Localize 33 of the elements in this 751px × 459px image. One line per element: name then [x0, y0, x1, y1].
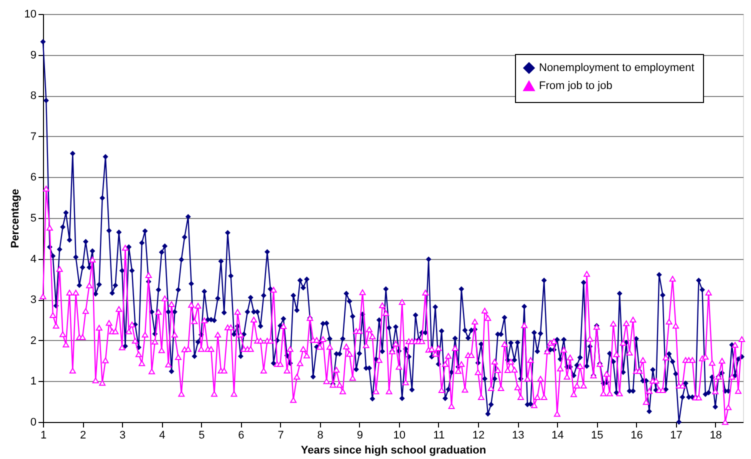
- x-tick-label: 7: [278, 430, 284, 442]
- x-tick-label: 2: [80, 430, 86, 442]
- x-tick-label: 14: [552, 430, 564, 442]
- y-tick-label: 2: [30, 334, 36, 347]
- x-tick-label: 10: [393, 430, 406, 442]
- x-tick-label: 3: [120, 430, 126, 442]
- x-tick-label: 17: [670, 430, 682, 442]
- legend-label: Nonemployment to employment: [539, 62, 694, 74]
- y-axis-title: Percentage: [9, 188, 22, 248]
- x-tick-label: 16: [630, 430, 643, 442]
- x-tick-label: 5: [198, 430, 205, 442]
- x-tick-label: 1: [40, 430, 47, 442]
- y-tick-label: 9: [30, 49, 36, 62]
- x-tick-label: 4: [159, 430, 166, 442]
- y-tick-label: 6: [30, 172, 36, 184]
- x-tick-label: 13: [512, 430, 524, 442]
- y-tick-label: 5: [30, 212, 36, 224]
- x-axis-title: Years since high school graduation: [300, 444, 486, 456]
- x-tick-label: 8: [317, 430, 324, 442]
- y-tick-label: 1: [30, 376, 36, 388]
- y-tick-label: 8: [30, 90, 36, 102]
- y-tick-label: 7: [30, 130, 36, 143]
- x-tick-label: 12: [472, 430, 485, 442]
- x-tick-label: 11: [433, 430, 445, 442]
- legend-label: From job to job: [539, 80, 612, 92]
- x-tick-label: 6: [238, 430, 244, 442]
- x-tick-label: 15: [591, 430, 604, 442]
- y-tick-label: 0: [30, 416, 36, 428]
- x-tick-label: 9: [356, 430, 363, 442]
- y-tick-label: 10: [24, 8, 36, 20]
- y-tick-label: 4: [30, 253, 36, 266]
- y-tick-label: 3: [30, 294, 36, 306]
- x-tick-label: 18: [710, 430, 722, 442]
